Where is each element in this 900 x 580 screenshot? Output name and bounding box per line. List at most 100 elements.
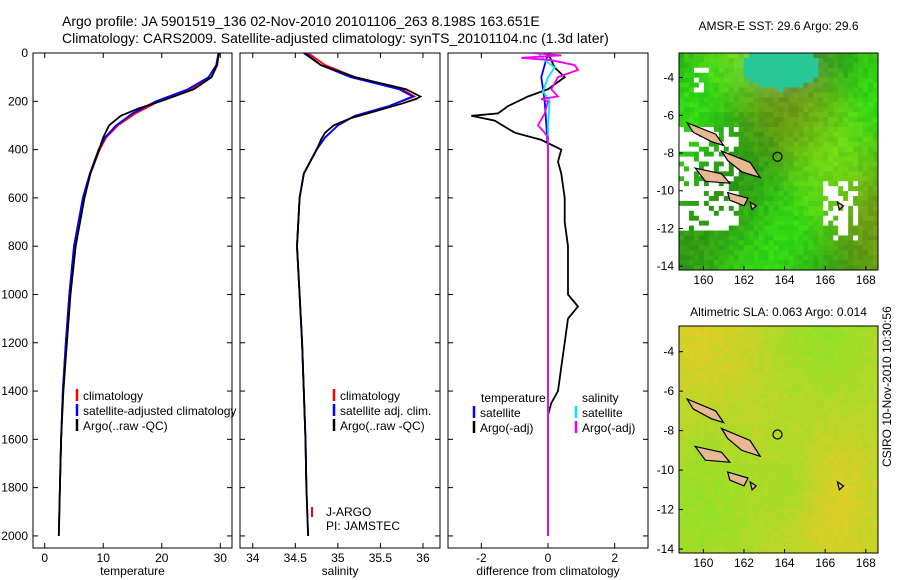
sla-map-cell xyxy=(738,454,745,461)
sst-map-cell xyxy=(798,102,804,108)
sla-map-cell xyxy=(803,367,809,374)
sla-map-cell xyxy=(753,331,760,337)
sst-map-cell xyxy=(713,181,720,187)
sst-map-cell xyxy=(843,171,849,177)
sst-map-cell xyxy=(718,82,725,89)
sla-map-cell xyxy=(853,460,859,466)
sla-map-cell xyxy=(778,362,785,368)
sla-map-cell xyxy=(763,465,770,472)
sla-map-cell xyxy=(818,439,824,446)
sla-map-cell xyxy=(853,424,859,430)
sst-map-cell xyxy=(738,235,745,242)
sst-map-cell xyxy=(763,260,770,266)
sst-map-cell xyxy=(818,151,824,158)
sla-map-cell xyxy=(848,356,854,363)
sla-map-cell xyxy=(713,326,720,332)
sla-map-cell xyxy=(868,465,874,472)
sst-map-cell xyxy=(683,171,690,177)
sst-map-cell xyxy=(818,72,824,79)
sst-map-cell xyxy=(858,225,864,232)
sst-map-cell xyxy=(788,171,795,177)
sla-map-cell xyxy=(693,341,700,348)
sla-map-cell xyxy=(833,331,839,337)
sst-map-cell xyxy=(693,260,700,266)
sst-map-cell xyxy=(808,122,814,128)
sla-map-cell xyxy=(703,362,710,368)
sla-map-cell xyxy=(763,408,770,415)
sla-map-cell xyxy=(858,449,864,456)
sst-map-cell xyxy=(828,151,834,158)
sla-map-cell xyxy=(818,491,824,497)
sla-map-cell xyxy=(863,532,869,539)
sla-map-cell xyxy=(818,444,824,451)
sla-map-xtick-label: 162 xyxy=(734,556,754,570)
sla-map-cell xyxy=(743,547,750,553)
sst-map-cell xyxy=(768,107,775,113)
sla-map-cell xyxy=(798,449,804,456)
sst-map-cell xyxy=(693,250,700,256)
sst-map-cell xyxy=(863,57,869,64)
sla-map-cell xyxy=(688,434,695,441)
sst-map-cell xyxy=(833,255,839,261)
sst-map-cell xyxy=(703,62,710,69)
sla-map-cell xyxy=(688,454,695,461)
sst-map-cell xyxy=(688,245,695,251)
sla-map-cell xyxy=(783,413,790,420)
sla-map-cell xyxy=(683,372,690,379)
sla-map-cell xyxy=(679,377,685,384)
sst-map-cell xyxy=(679,62,685,69)
sla-map-cell xyxy=(718,362,725,368)
sst-map-cell xyxy=(808,126,814,133)
sst-map-cell xyxy=(708,57,715,64)
sla-map-cell xyxy=(828,506,834,513)
sst-map-cell xyxy=(853,250,859,256)
sla-map-cell xyxy=(738,408,745,415)
sst-map-cell xyxy=(848,136,854,143)
sst-map-cell xyxy=(858,230,864,237)
sla-map-cell xyxy=(823,460,829,466)
sst-map-cell xyxy=(868,53,874,59)
sla-map-cell xyxy=(679,393,685,399)
sla-map-cell xyxy=(758,377,765,384)
sst-map-cell xyxy=(773,230,780,237)
sst-map-cell xyxy=(703,156,710,163)
sst-map-cell xyxy=(753,220,760,227)
sst-map-cell xyxy=(863,255,869,261)
sla-map-cell xyxy=(723,356,730,363)
sst-map-cell xyxy=(698,87,705,94)
sla-map-cell xyxy=(798,511,804,518)
sst-map-cell xyxy=(778,122,785,128)
sla-map-cell xyxy=(708,362,715,368)
sla-map-cell xyxy=(853,367,859,374)
sst-map-cell xyxy=(783,67,790,74)
sst-map-cell xyxy=(768,245,775,251)
sst-map-cell xyxy=(758,250,765,256)
sst-map-cell xyxy=(778,181,785,187)
sla-map-cell xyxy=(863,434,869,441)
sla-map-cell xyxy=(703,331,710,337)
sla-map-cell xyxy=(813,506,819,513)
sst-map-cell xyxy=(858,210,864,217)
sla-map-cell xyxy=(778,336,785,343)
sst-map-cell xyxy=(768,196,775,202)
sst-map-cell xyxy=(683,97,690,103)
sst-map-cell xyxy=(818,62,824,69)
sla-map-cell xyxy=(743,377,750,384)
sst-map-cell xyxy=(823,225,829,232)
sst-map-cell xyxy=(803,245,809,251)
sla-map-cell xyxy=(679,372,685,379)
sla-map-cell xyxy=(713,362,720,368)
sla-map-cell xyxy=(718,393,725,399)
sst-map-cell xyxy=(788,82,795,89)
sla-map-cell xyxy=(738,532,745,539)
sla-map-cell xyxy=(703,341,710,348)
sst-map-cell xyxy=(679,53,685,59)
sst-map-cell xyxy=(788,136,795,143)
sla-map-cell xyxy=(868,475,874,482)
sla-map-cell xyxy=(843,522,849,528)
sla-map-cell xyxy=(843,346,849,353)
salinity-legend-label: satellite adj. clim. xyxy=(340,404,431,418)
sst-map-cell xyxy=(828,161,834,168)
sst-map-cell xyxy=(848,117,854,123)
sst-map-cell xyxy=(768,141,775,148)
